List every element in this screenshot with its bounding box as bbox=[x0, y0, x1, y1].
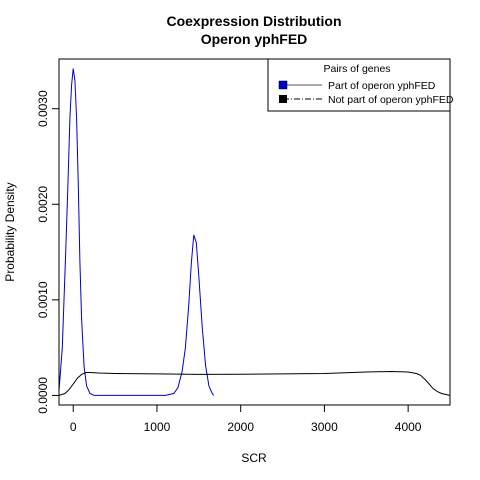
y-axis-label: Probability Density bbox=[3, 182, 17, 281]
legend: Pairs of genes Part of operon yphFED Not… bbox=[267, 58, 454, 112]
series-line-non-operon bbox=[58, 370, 451, 396]
x-tick-label: 0 bbox=[70, 420, 77, 434]
chart-subtitle: Operon yphFED bbox=[201, 31, 308, 47]
x-tick-label: 4000 bbox=[395, 420, 422, 434]
y-tick-label: 0.0020 bbox=[36, 186, 50, 223]
x-tick-label: 1000 bbox=[144, 420, 171, 434]
x-axis-label: SCR bbox=[241, 451, 267, 465]
chart-title: Coexpression Distribution bbox=[166, 13, 341, 29]
y-tick-label: 0.0010 bbox=[36, 281, 50, 318]
y-tick-label: 0.0030 bbox=[36, 90, 50, 127]
y-tick-label: 0.0000 bbox=[36, 377, 50, 414]
series-layer bbox=[58, 68, 451, 396]
legend-swatch-nonoperon bbox=[279, 95, 287, 103]
legend-title: Pairs of genes bbox=[323, 63, 390, 75]
y-axis: 0.0000 0.0010 0.0020 0.0030 bbox=[36, 90, 60, 414]
series-line-operon bbox=[58, 68, 215, 396]
legend-label-nonoperon: Not part of operon yphFED bbox=[328, 94, 454, 106]
legend-swatch-operon bbox=[278, 80, 288, 90]
x-tick-label: 3000 bbox=[311, 420, 338, 434]
x-tick-label: 2000 bbox=[227, 420, 254, 434]
x-axis: 0 1000 2000 3000 4000 bbox=[70, 404, 422, 434]
legend-label-operon: Part of operon yphFED bbox=[328, 80, 436, 92]
